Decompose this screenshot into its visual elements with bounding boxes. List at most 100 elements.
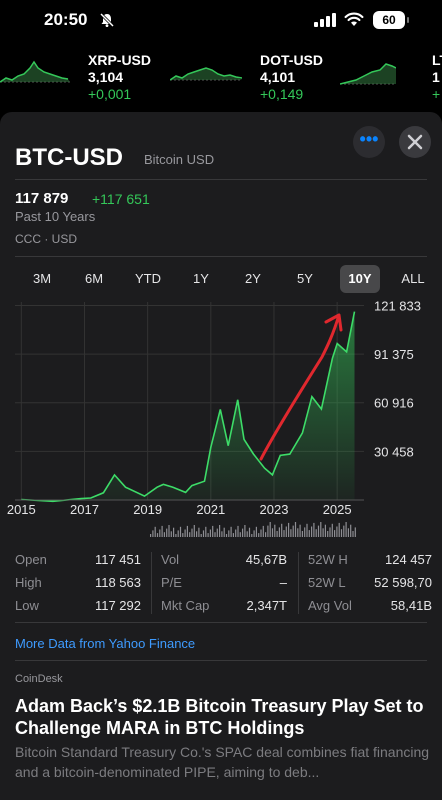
- news-headline[interactable]: Adam Back’s $2.1B Bitcoin Treasury Play …: [15, 696, 424, 738]
- sparkline-chart: [170, 67, 242, 81]
- price-change: +117 651: [92, 191, 150, 207]
- annotation-arrow: [259, 313, 343, 461]
- current-price: 117 879: [15, 190, 69, 207]
- stat-label-52w-high: 52W H: [308, 552, 348, 567]
- ticker-item-xrp[interactable]: XRP-USD 3,104 +0,001: [88, 52, 151, 102]
- stat-value-52w-low: 52 598,70: [374, 575, 432, 590]
- y-tick-label: 30 458: [374, 444, 414, 459]
- stat-value-avg-vol: 58,41B: [390, 598, 432, 613]
- ticker-symbol: XRP-USD: [88, 52, 152, 68]
- ticker-strip[interactable]: XRP-USD 3,104 +0,001 DOT-USD 4,101 +0,14…: [0, 44, 442, 108]
- exchange-label: CCC · USD: [15, 232, 77, 246]
- volume-bar: [175, 534, 177, 537]
- volume-bar: [163, 532, 165, 537]
- volume-bar: [311, 526, 313, 537]
- ticker-price: 4,101: [260, 69, 296, 85]
- range-ytd[interactable]: YTD: [135, 271, 161, 286]
- volume-bar: [230, 526, 232, 537]
- volume-bar: [246, 531, 248, 537]
- volume-bar: [271, 528, 274, 537]
- volume-bar: [292, 525, 294, 537]
- volume-bar: [152, 530, 154, 537]
- volume-bar: [189, 532, 191, 537]
- volume-bar: [304, 527, 306, 537]
- volume-bar: [340, 529, 343, 537]
- signal-icon: [314, 13, 336, 27]
- price-area: [21, 311, 355, 502]
- volume-bar: [184, 529, 186, 537]
- more-button[interactable]: •••: [353, 126, 385, 158]
- volume-bar: [198, 527, 200, 537]
- volume-bar: [269, 522, 271, 537]
- volume-bar: [205, 526, 207, 537]
- ticker-change: +0,149: [260, 86, 304, 102]
- volume-bar: [150, 534, 152, 537]
- volume-bar: [159, 529, 161, 537]
- stat-value-open: 117 451: [94, 552, 141, 567]
- volume-bar: [281, 523, 283, 537]
- ticker-symbol: LT: [432, 52, 442, 68]
- price-line: [21, 311, 356, 503]
- divider: [15, 660, 427, 661]
- volume-bar: [170, 531, 172, 537]
- range-1y[interactable]: 1Y: [193, 271, 209, 286]
- volume-bar: [336, 526, 338, 537]
- range-10y[interactable]: 10Y: [340, 265, 380, 293]
- volume-bar: [274, 524, 276, 537]
- period-label: Past 10 Years: [15, 209, 96, 224]
- volume-bar: [216, 528, 218, 537]
- volume-bar: [228, 530, 230, 537]
- volume-bar: [173, 527, 175, 537]
- volume-bar: [315, 529, 317, 537]
- y-tick-label: 121 833: [374, 298, 421, 313]
- volume-bar: [196, 531, 198, 537]
- x-tick-label: 2021: [196, 502, 225, 517]
- volume-bar: [237, 525, 239, 537]
- volume-bar: [232, 533, 234, 537]
- range-5y[interactable]: 5Y: [297, 271, 313, 286]
- volume-bar: [186, 525, 188, 537]
- range-3m[interactable]: 3M: [32, 271, 52, 286]
- range-selector: 3M 6M YTD 1Y 2Y 5Y 10Y ALL: [15, 265, 427, 293]
- stat-value-high: 118 563: [94, 575, 141, 590]
- range-2y[interactable]: 2Y: [245, 271, 261, 286]
- volume-bar: [320, 522, 322, 537]
- x-tick-label: 2017: [70, 502, 99, 517]
- volume-bar: [214, 532, 216, 537]
- volume-bar: [179, 526, 182, 537]
- volume-bar: [166, 528, 168, 537]
- volume-bar: [154, 526, 156, 537]
- ticker-price: 3,104: [88, 69, 124, 85]
- volume-bar: [354, 527, 356, 537]
- range-6m[interactable]: 6M: [84, 271, 104, 286]
- volume-bar: [294, 522, 297, 537]
- volume-bar: [329, 527, 331, 537]
- volume-bar: [267, 525, 269, 537]
- close-button[interactable]: [399, 126, 431, 158]
- ticker-change: +0,001: [88, 86, 132, 102]
- divider: [15, 256, 427, 257]
- wifi-icon: [344, 12, 364, 26]
- volume-bar: [168, 525, 170, 537]
- volume-bar: [182, 533, 184, 537]
- volume-bar: [177, 530, 179, 537]
- volume-bar: [334, 530, 336, 537]
- news-summary[interactable]: Bitcoin Standard Treasury Co.'s SPAC dea…: [15, 744, 430, 780]
- more-data-link[interactable]: More Data from Yahoo Finance: [15, 636, 196, 651]
- volume-bar: [202, 530, 205, 537]
- volume-bar: [248, 527, 251, 537]
- volume-bar: [331, 523, 333, 537]
- status-bar: 20:50 60: [0, 0, 442, 44]
- range-all[interactable]: ALL: [401, 271, 425, 286]
- y-tick-label: 60 916: [374, 396, 414, 411]
- volume-bar: [193, 525, 195, 537]
- ticker-change: +: [432, 86, 441, 102]
- ticker-symbol: DOT-USD: [260, 52, 323, 68]
- battery-tip: [407, 17, 409, 23]
- ellipsis-icon: •••: [359, 129, 379, 149]
- ticker-item-dot[interactable]: DOT-USD 4,101 +0,149: [260, 52, 323, 102]
- clock: 20:50: [44, 10, 88, 29]
- ticker-item-ltc[interactable]: LT 1 +: [432, 52, 442, 102]
- close-icon: [407, 134, 423, 150]
